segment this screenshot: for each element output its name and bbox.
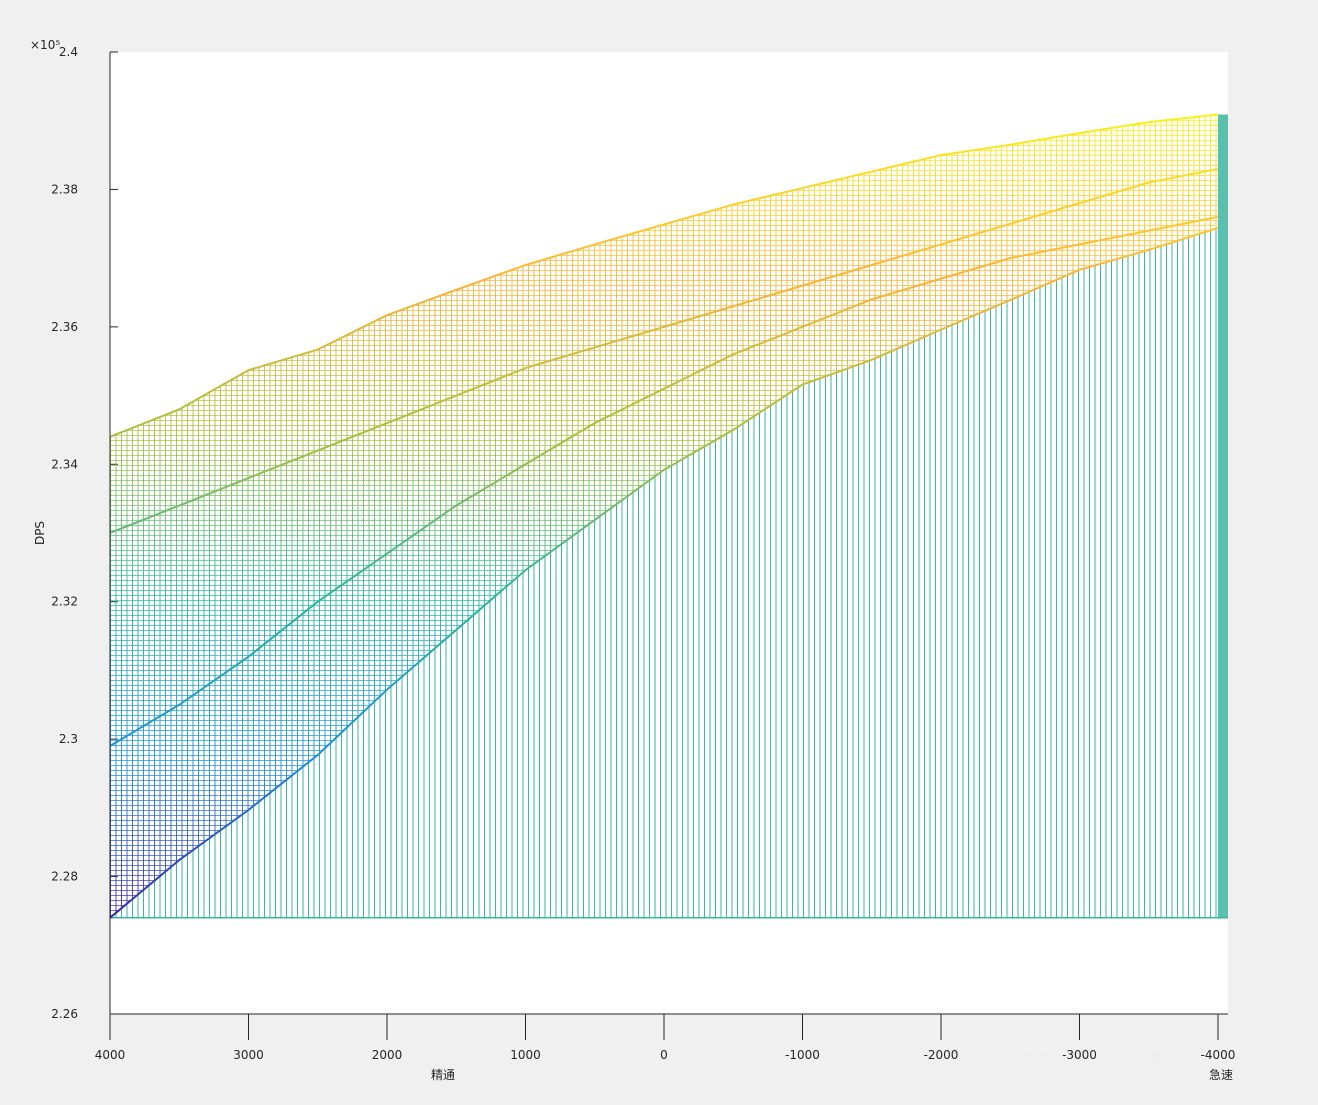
x-tick-label: 1000 (510, 1048, 541, 1062)
x-tick-label: 3000 (233, 1048, 264, 1062)
x-tick-label: 4000 (95, 1048, 126, 1062)
y-tick-label: 2.36 (51, 320, 78, 334)
x-tick-label: 0 (660, 1048, 668, 1062)
x2-axis-label: 急速 (1209, 1067, 1233, 1082)
y-axis-label: DPS (33, 521, 47, 545)
y-tick-label: 2.4 (59, 45, 78, 59)
y-tick-label: 2.38 (51, 182, 78, 196)
right-edge (1218, 114, 1228, 918)
y-tick-label: 2.26 (51, 1007, 78, 1021)
curtain (110, 227, 1218, 918)
x-tick-label: 2000 (372, 1048, 403, 1062)
y-tick-label: 2.32 (51, 595, 78, 609)
mesh-line (109, 226, 1219, 919)
y-multiplier: ×10⁵ (30, 38, 60, 52)
mesh-line (109, 167, 1219, 534)
x-tick-label: -1000 (785, 1048, 820, 1062)
y-tick-label: 2.34 (51, 457, 78, 471)
x-axis-label: 精通 (431, 1068, 455, 1082)
mesh-line (109, 215, 1219, 747)
x-tick-label: -4000 (1201, 1048, 1236, 1062)
y-tick-label: 2.3 (59, 732, 78, 746)
x-tick-label: -3000 (1062, 1048, 1097, 1062)
x-tick-label: -2000 (924, 1048, 959, 1062)
mesh-line (109, 113, 1219, 438)
watermark: BBS.NGA.CN (1012, 1049, 1167, 1063)
y-tick-label: 2.28 (51, 870, 78, 884)
